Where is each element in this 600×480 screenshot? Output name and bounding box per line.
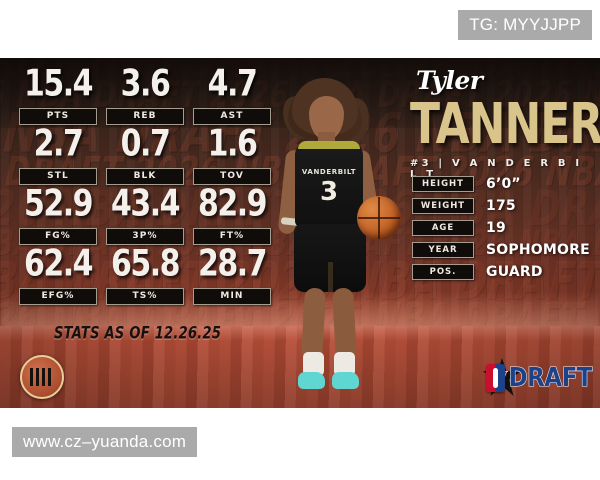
player-shoe-left: [298, 372, 325, 389]
player-first-name: Tyler: [416, 66, 483, 95]
stat-label: BLK: [106, 168, 184, 185]
basketball-brand-logo-icon: [20, 355, 64, 399]
player-sock-right: [334, 352, 355, 376]
stat-label: FT%: [193, 228, 271, 245]
stat-cell-3p-pct: 43.4 3P%: [105, 185, 185, 245]
bio-label: POS.: [412, 264, 474, 280]
stat-value: 82.9: [197, 182, 268, 226]
nba-draft-logo-icon: DRAFT: [486, 362, 593, 392]
bio-label: AGE: [412, 220, 474, 236]
stat-grid: 15.4 PTS 3.6 REB 4.7 AST 2.7 STL: [18, 65, 272, 312]
player-leg-left: [301, 287, 326, 361]
stat-label: MIN: [193, 288, 271, 305]
bio-row-year: YEAR SOPHOMORE: [412, 242, 592, 258]
stat-cell-fg-pct: 52.9 FG%: [18, 185, 98, 245]
player-stat-graphic: 2026 NBA DRAFT 2026 NBA DRAFT 2026 NBA D…: [0, 58, 600, 408]
stat-label: EFG%: [19, 288, 97, 305]
stat-label: AST: [193, 108, 271, 125]
stat-value: 28.7: [197, 242, 268, 286]
player-name-block: Tyler TANNER #3 | V A N D E R B I L T: [410, 66, 600, 181]
stat-value: 43.4: [110, 182, 181, 226]
bio-row-age: AGE 19: [412, 220, 592, 236]
stat-row: 62.4 EFG% 65.8 TS% 28.7 MIN: [18, 245, 272, 305]
website-url-watermark: www.cz–yuanda.com: [12, 427, 198, 457]
basketball-icon: [357, 196, 401, 240]
stat-label: STL: [19, 168, 97, 185]
bio-row-weight: WEIGHT 175: [412, 198, 592, 214]
player-shoe-right: [332, 372, 359, 389]
stat-label: TOV: [193, 168, 271, 185]
stat-value: 2.7: [33, 122, 84, 166]
stat-cell-stl: 2.7 STL: [18, 125, 98, 185]
stat-value: 52.9: [23, 182, 94, 226]
stat-cell-ast: 4.7 AST: [192, 65, 272, 125]
bio-value: SOPHOMORE: [486, 242, 590, 258]
stat-value: 0.7: [120, 122, 171, 166]
player-jersey-trim: [298, 141, 360, 149]
player-sock-left: [303, 352, 324, 376]
stat-cell-reb: 3.6 REB: [105, 65, 185, 125]
stat-value: 3.6: [120, 62, 171, 106]
nba-logoman-icon: [486, 364, 506, 392]
stat-value: 4.7: [207, 62, 258, 106]
stat-cell-pts: 15.4 PTS: [18, 65, 98, 125]
player-leg-right: [332, 287, 357, 361]
stat-label: PTS: [19, 108, 97, 125]
stat-label: TS%: [106, 288, 184, 305]
stat-row: 15.4 PTS 3.6 REB 4.7 AST: [18, 65, 272, 125]
stat-cell-blk: 0.7 BLK: [105, 125, 185, 185]
bio-value: 19: [486, 220, 506, 236]
bio-value: 6’0”: [486, 176, 521, 192]
telegram-handle-watermark: TG: MYYJJPP: [458, 10, 592, 40]
bio-value: 175: [486, 198, 516, 214]
player-photo: VANDERBILT 3: [262, 66, 408, 396]
bio-value: GUARD: [486, 264, 543, 280]
stat-label: FG%: [19, 228, 97, 245]
stat-label: 3P%: [106, 228, 184, 245]
stat-value: 62.4: [23, 242, 94, 286]
bio-label: WEIGHT: [412, 198, 474, 214]
stat-value: 65.8: [110, 242, 181, 286]
stat-cell-efg-pct: 62.4 EFG%: [18, 245, 98, 305]
stat-cell-ts-pct: 65.8 TS%: [105, 245, 185, 305]
stat-cell-tov: 1.6 TOV: [192, 125, 272, 185]
stat-value: 15.4: [23, 62, 94, 106]
stat-row: 2.7 STL 0.7 BLK 1.6 TOV: [18, 125, 272, 185]
draft-wordmark: DRAFT: [508, 362, 593, 392]
player-jersey-school-line: #3 | V A N D E R B I L T: [410, 158, 583, 180]
stat-label: REB: [106, 108, 184, 125]
player-shorts-stripe: [328, 262, 333, 292]
stat-cell-min: 28.7 MIN: [192, 245, 272, 305]
bio-label: YEAR: [412, 242, 474, 258]
stat-value: 1.6: [207, 122, 258, 166]
logo-bars: [30, 368, 54, 386]
player-bio-table: HEIGHT 6’0” WEIGHT 175 AGE 19 YEAR SOPHO…: [412, 176, 592, 286]
player-jersey: [295, 141, 363, 227]
bio-row-position: POS. GUARD: [412, 264, 592, 280]
player-last-name: TANNER: [410, 91, 600, 157]
stat-row: 52.9 FG% 43.4 3P% 82.9 FT%: [18, 185, 272, 245]
bio-label: HEIGHT: [412, 176, 474, 192]
stats-as-of-date: STATS AS OF 12.26.25: [54, 324, 222, 344]
jersey-number: 3: [319, 177, 339, 207]
bio-row-height: HEIGHT 6’0”: [412, 176, 592, 192]
stat-cell-ft-pct: 82.9 FT%: [192, 185, 272, 245]
jersey-team-text: VANDERBILT: [301, 168, 357, 176]
